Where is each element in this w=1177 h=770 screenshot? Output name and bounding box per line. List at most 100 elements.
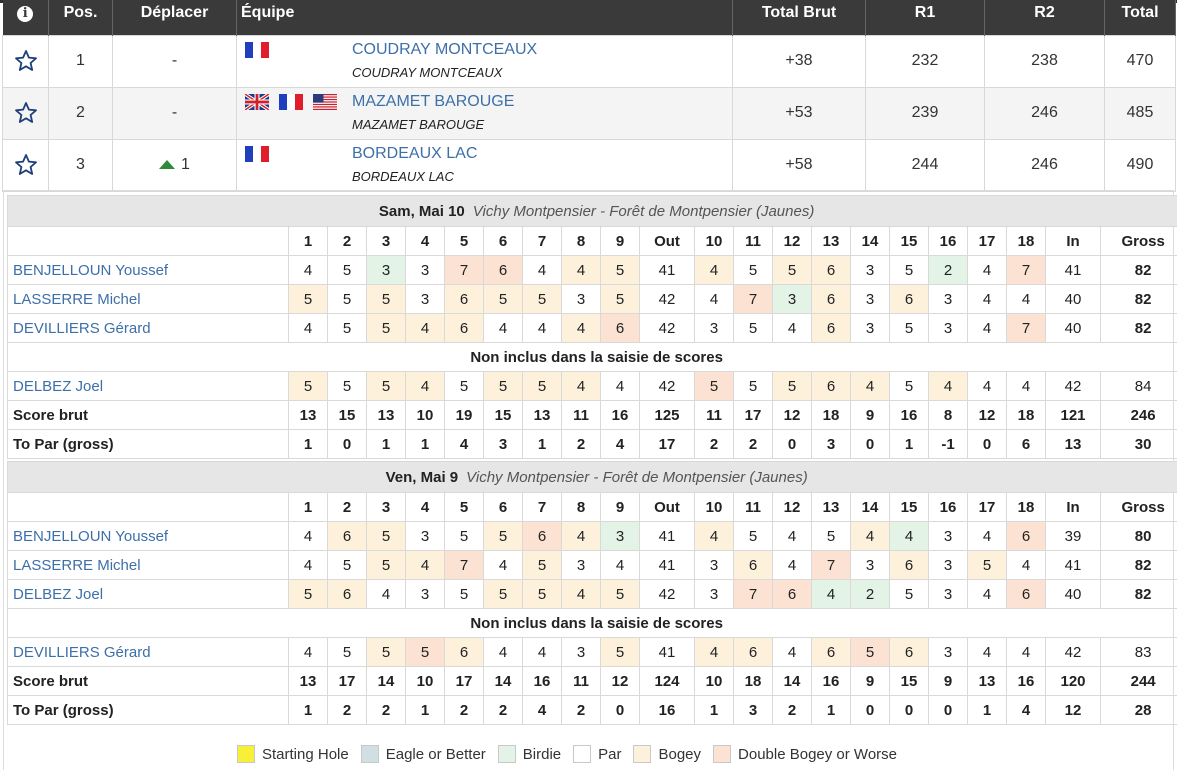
hole-header: 18 — [1006, 226, 1046, 256]
score-cell: 4 — [889, 521, 929, 551]
score-cell: 5 — [811, 521, 851, 551]
player-row: DELBEZ Joel 5 6 4 3 5 5 5 4 5 42 3 7 6 4 2 5 3 4 6 40 82 — [7, 579, 1177, 609]
score-cell: 5 — [327, 284, 367, 314]
to-par-cell: 2 — [694, 429, 734, 459]
score-brut-cell: 10 — [694, 666, 734, 696]
score-brut-label: Score brut — [7, 666, 289, 696]
score-brut-cell: 13 — [522, 400, 562, 430]
favorite-cell[interactable] — [2, 86, 49, 140]
score-cell: 7 — [444, 550, 484, 580]
hole-header: 2 — [327, 226, 367, 256]
score-cell: 6 — [327, 579, 367, 609]
player-row: BENJELLOUN Youssef 4 6 5 3 5 5 6 4 3 41 4 5 4 5 4 4 3 4 6 39… — [7, 521, 1177, 551]
info-icon[interactable]: i — [17, 6, 34, 22]
team-row[interactable]: 1- COUDRAY MONTCEAUX COUDRAY MONTCEAUX +38 2… — [2, 34, 1176, 88]
favorite-cell[interactable] — [2, 34, 49, 88]
to-par-cell: 4 — [600, 429, 640, 459]
score-brut-cell: 14 — [483, 666, 523, 696]
score-cell: 7 — [733, 284, 773, 314]
legend-swatch — [237, 745, 255, 763]
player-name-link[interactable]: BENJELLOUN Youssef — [7, 521, 289, 551]
score-cell: 4 — [967, 371, 1007, 401]
score-cell: 3 — [850, 550, 890, 580]
favorite-cell[interactable] — [2, 138, 49, 192]
to-par-cell: 0 — [600, 695, 640, 725]
hole-header: 4 — [405, 492, 445, 522]
hole-header: Out — [639, 226, 695, 256]
score-cell: 4 — [1006, 371, 1046, 401]
player-name-link[interactable]: BENJELLOUN Youssef — [7, 255, 289, 285]
score-brut-cell: 9 — [850, 666, 890, 696]
round-course: Vichy Montpensier - Forêt de Montpensier… — [466, 468, 808, 486]
team-total: 470 — [1104, 34, 1176, 88]
flag-fr-icon — [279, 93, 303, 110]
info-header[interactable]: i — [2, 0, 49, 35]
excluded-note: Non inclus dans la saisie de scores — [6, 608, 1177, 638]
score-cell: 6 — [811, 637, 851, 667]
score-brut-cell: 121 — [1045, 400, 1101, 430]
total-header[interactable]: Total — [1104, 0, 1176, 35]
score-cell: 3 — [928, 521, 968, 551]
score-cell: 6 — [444, 313, 484, 343]
favorite-star-icon[interactable] — [14, 101, 38, 125]
hole-header: 12 — [772, 226, 812, 256]
r2-header[interactable]: R2 — [984, 0, 1105, 35]
score-cell: 5 — [444, 579, 484, 609]
player-name-link[interactable]: DELBEZ Joel — [7, 579, 289, 609]
hole-header: 13 — [811, 226, 851, 256]
score-brut-cell: 10 — [405, 666, 445, 696]
score-cell: 5 — [327, 371, 367, 401]
legend-item: Birdie — [497, 745, 561, 763]
to-par-cell: 2 — [772, 695, 812, 725]
score-brut-label: Score brut — [7, 400, 289, 430]
score-brut-cell: 18 — [1006, 400, 1046, 430]
move-header[interactable]: Déplacer — [112, 0, 237, 35]
score-brut-cell: 16 — [600, 400, 640, 430]
flag-fr-icon — [245, 41, 269, 58]
team-row[interactable]: 2 - MAZAMET BAROUGE MAZAMET BAROUGE +53 239 24… — [2, 86, 1176, 140]
score-cell: 4 — [694, 255, 734, 285]
to-par-cell: 2 — [733, 429, 773, 459]
player-name-link[interactable]: DEVILLIERS Gérard — [7, 313, 289, 343]
player-name-link[interactable]: LASSERRE Michel — [7, 550, 289, 580]
score-cell: 41 — [639, 521, 695, 551]
score-brut-cell: 16 — [522, 666, 562, 696]
favorite-star-icon[interactable] — [14, 153, 38, 177]
score-cell: 5 — [600, 637, 640, 667]
hole-header: 5 — [444, 226, 484, 256]
r1-header[interactable]: R1 — [865, 0, 985, 35]
score-cell: 3 — [928, 637, 968, 667]
team-row[interactable]: 3 1 BORDEAUX LAC BORDEAUX LAC +58 244 246 490 — [2, 138, 1176, 192]
team-header[interactable]: Équipe — [236, 0, 733, 35]
score-cell: 82 — [1099, 313, 1177, 343]
hole-header: In — [1045, 492, 1101, 522]
to-par-cell: 3 — [811, 429, 851, 459]
score-cell: 3 — [405, 255, 445, 285]
team-total-brut: +38 — [732, 34, 866, 88]
to-par-cell: 2 — [366, 695, 406, 725]
score-cell: 4 — [772, 550, 812, 580]
pos-header[interactable]: Pos. — [48, 0, 113, 35]
score-cell: 5 — [889, 255, 929, 285]
team-r1: 232 — [865, 34, 985, 88]
score-cell: 82 — [1099, 550, 1177, 580]
legend-item: Par — [573, 745, 621, 763]
team-name-link[interactable]: BORDEAUX LAC — [352, 144, 478, 162]
player-name-link[interactable]: DELBEZ Joel — [7, 371, 289, 401]
total-brut-header[interactable]: Total Brut — [732, 0, 866, 35]
score-cell: 7 — [444, 255, 484, 285]
team-r1: 244 — [865, 138, 985, 192]
to-par-cell: 1 — [288, 695, 328, 725]
score-cell: 3 — [561, 284, 601, 314]
score-cell: 4 — [1006, 637, 1046, 667]
score-cell: 2 — [850, 579, 890, 609]
score-cell: 5 — [694, 371, 734, 401]
favorite-star-icon[interactable] — [14, 49, 38, 73]
player-name-link[interactable]: DEVILLIERS Gérard — [7, 637, 289, 667]
score-brut-cell: 11 — [561, 666, 601, 696]
player-name-link[interactable]: LASSERRE Michel — [7, 284, 289, 314]
team-name-link[interactable]: MAZAMET BAROUGE — [352, 92, 515, 110]
team-name-link[interactable]: COUDRAY MONTCEAUX — [352, 40, 538, 58]
score-cell: 4 — [928, 371, 968, 401]
hole-header: 1 — [288, 226, 328, 256]
